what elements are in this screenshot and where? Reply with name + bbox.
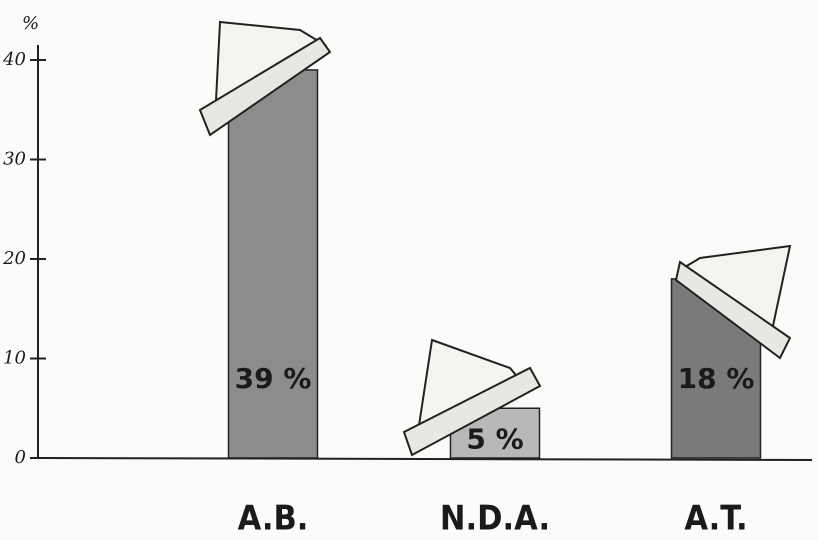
newspaper-hats	[198, 20, 792, 457]
y-tick-label: 30	[3, 149, 26, 170]
bar	[227, 69, 319, 459]
y-tick-label: 40	[2, 49, 26, 70]
x-tick-label: A.T.	[684, 499, 747, 539]
x-tick-label: N.D.A.	[440, 499, 550, 539]
y-axis-label: %	[22, 13, 39, 34]
hat-band	[198, 36, 332, 137]
y-tick-label: 20	[2, 248, 26, 269]
y-tick-label: 10	[3, 348, 26, 369]
value-label: 18 %	[678, 362, 755, 395]
y-tick-label: 0	[15, 447, 26, 468]
hat-band	[674, 260, 792, 360]
hat-band	[402, 366, 542, 457]
value-label: 5 %	[466, 422, 523, 455]
x-tick-label: A.B.	[238, 499, 309, 539]
value-label: 39 %	[235, 362, 312, 395]
x-axis	[37, 457, 813, 461]
